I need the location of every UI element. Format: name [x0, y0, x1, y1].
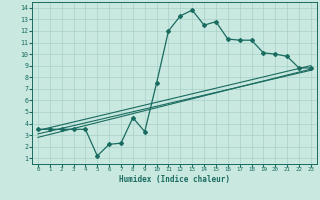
X-axis label: Humidex (Indice chaleur): Humidex (Indice chaleur) — [119, 175, 230, 184]
